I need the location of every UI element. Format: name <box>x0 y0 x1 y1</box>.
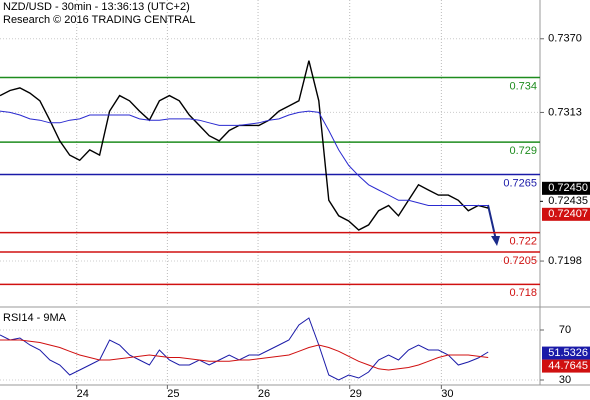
price-label: 0.72407 <box>548 208 588 220</box>
x-tick-label: 26 <box>258 388 270 400</box>
level-label: 0.729 <box>509 145 537 157</box>
rsi-title: RSI14 - 9MA <box>3 312 67 324</box>
level-label: 0.7205 <box>503 255 537 267</box>
price-box <box>542 359 590 373</box>
level-label: 0.722 <box>509 236 537 248</box>
x-tick-label: 24 <box>77 388 89 400</box>
forecast-arrowhead <box>491 236 500 246</box>
x-tick-label: 29 <box>350 388 362 400</box>
price-box <box>542 181 590 195</box>
price-box <box>542 207 590 221</box>
x-tick-label: 30 <box>441 388 453 400</box>
chart-subtitle: Research © 2016 TRADING CENTRAL <box>3 14 196 26</box>
chart-title: NZD/USD - 30min - 13:36:13 (UTC+2) <box>3 1 190 13</box>
y-tick-label: 30 <box>559 374 571 386</box>
level-label: 0.7265 <box>503 177 537 189</box>
series-line <box>0 110 489 206</box>
price-label: 0.72450 <box>548 182 588 194</box>
series-line <box>0 339 489 371</box>
series-line <box>0 60 489 231</box>
price-label: 51.5326 <box>548 347 588 359</box>
y-tick-label: 0.7370 <box>548 33 582 45</box>
price-label: 0.72435 <box>548 195 588 207</box>
y-tick-label: 0.7313 <box>548 106 582 118</box>
price-box <box>542 346 590 360</box>
price-label: 44.7645 <box>548 360 588 372</box>
forecast-arrow <box>487 204 497 241</box>
y-tick-label: 0.7198 <box>548 255 582 267</box>
y-tick-label: 70 <box>559 324 571 336</box>
series-line <box>0 317 489 381</box>
x-tick-label: 25 <box>167 388 179 400</box>
level-label: 0.718 <box>509 287 537 299</box>
level-label: 0.734 <box>509 80 537 92</box>
